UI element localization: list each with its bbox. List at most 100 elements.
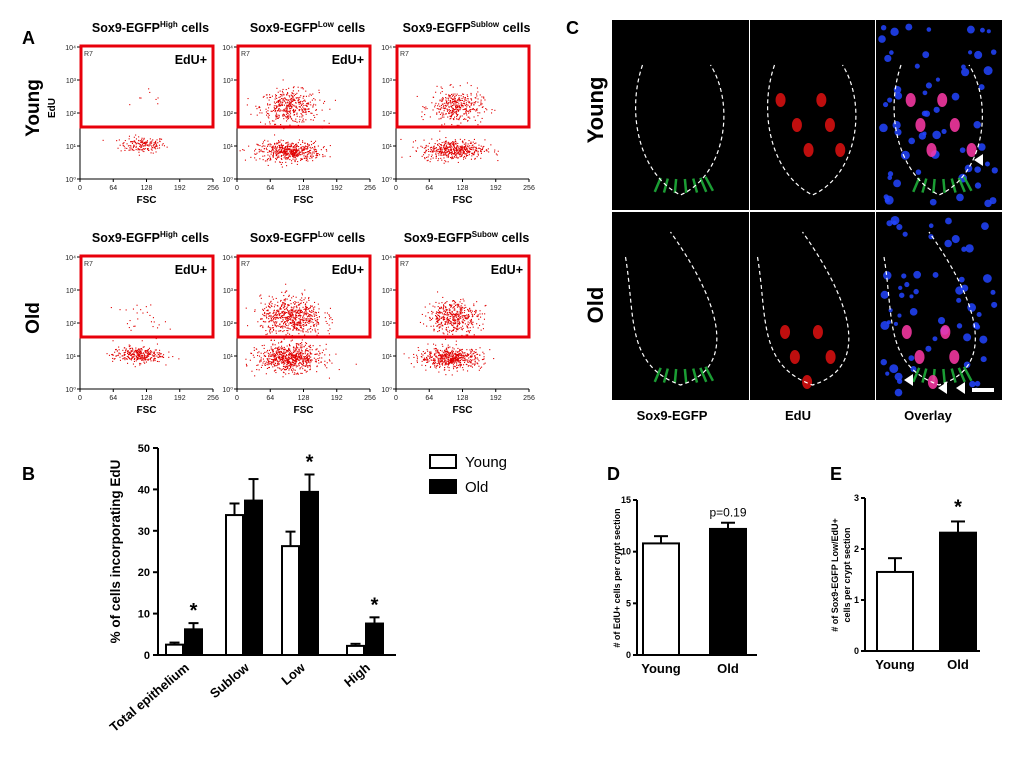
event-dot [294, 301, 296, 303]
event-dot [437, 144, 439, 146]
event-dot [445, 97, 447, 99]
event-dot [272, 351, 274, 353]
event-dot [275, 105, 277, 107]
event-dot [138, 136, 140, 138]
event-dot [256, 108, 258, 110]
event-dot [299, 307, 301, 309]
event-dot [457, 148, 459, 150]
event-dot [452, 144, 454, 146]
event-dot [161, 138, 163, 140]
event-dot [442, 364, 444, 366]
event-dot [135, 351, 137, 353]
event-dot [290, 322, 292, 324]
event-dot [282, 115, 284, 117]
event-dot [443, 143, 445, 145]
event-dot [458, 321, 460, 323]
event-dot [445, 308, 447, 310]
event-dot [292, 358, 294, 360]
event-dot [278, 363, 280, 365]
edu-positive-label: EdU+ [175, 263, 207, 277]
event-dot [296, 324, 298, 326]
event-dot [458, 359, 460, 361]
event-dot [299, 322, 301, 324]
event-dot [291, 307, 293, 309]
event-dot [472, 326, 474, 328]
event-dot [299, 321, 301, 323]
event-dot [286, 94, 288, 96]
event-dot [451, 124, 453, 126]
event-dot [449, 304, 451, 306]
event-dot [285, 298, 287, 300]
event-dot [282, 317, 284, 319]
event-dot [476, 156, 478, 158]
event-dot [453, 153, 455, 155]
event-dot [305, 307, 307, 309]
event-dot [295, 344, 297, 346]
event-dot [299, 368, 301, 370]
event-dot [460, 104, 462, 106]
event-dot [426, 361, 428, 363]
event-dot [446, 110, 448, 112]
event-dot [421, 353, 423, 355]
event-dot [255, 148, 257, 150]
event-dot [309, 344, 311, 346]
event-dot [433, 363, 435, 365]
event-dot [118, 352, 120, 354]
event-dot [141, 357, 143, 359]
event-dot [297, 149, 299, 151]
event-dot [457, 325, 459, 327]
event-dot [291, 354, 293, 356]
event-dot [311, 311, 313, 313]
event-dot [268, 318, 270, 320]
event-dot [458, 360, 460, 362]
event-dot [300, 104, 302, 106]
event-dot [274, 161, 276, 163]
event-dot [307, 366, 309, 368]
event-dot [147, 359, 149, 361]
event-dot [267, 358, 269, 360]
event-dot [314, 146, 316, 148]
event-dot [456, 364, 458, 366]
event-dot [437, 160, 439, 162]
event-dot [293, 349, 295, 351]
event-dot [285, 318, 287, 320]
event-dot [439, 311, 441, 313]
event-dot [453, 118, 455, 120]
event-dot [290, 116, 292, 118]
event-dot [285, 158, 287, 160]
event-dot [437, 318, 439, 320]
event-dot [268, 362, 270, 364]
event-dot [305, 110, 307, 112]
event-dot [271, 146, 273, 148]
event-dot [467, 145, 469, 147]
event-dot [279, 145, 281, 147]
event-dot [458, 313, 460, 315]
event-dot [483, 358, 485, 360]
event-dot [291, 104, 293, 106]
event-dot [438, 158, 440, 160]
event-dot [273, 101, 275, 103]
event-dot [296, 305, 298, 307]
event-dot [129, 358, 131, 360]
event-dot [440, 360, 442, 362]
event-dot [442, 352, 444, 354]
event-dot [476, 95, 478, 97]
event-dot [299, 101, 301, 103]
event-dot [441, 142, 443, 144]
event-dot [153, 147, 155, 149]
event-dot [309, 368, 311, 370]
event-dot [126, 356, 128, 358]
event-dot [289, 104, 291, 106]
event-dot [455, 110, 457, 112]
event-dot [446, 356, 448, 358]
event-dot [285, 148, 287, 150]
event-dot [286, 99, 288, 101]
event-dot [452, 319, 454, 321]
event-dot [315, 353, 317, 355]
event-dot [293, 307, 295, 309]
event-dot [114, 351, 116, 353]
event-dot [292, 325, 294, 327]
event-dot [277, 352, 279, 354]
event-dot [300, 330, 302, 332]
